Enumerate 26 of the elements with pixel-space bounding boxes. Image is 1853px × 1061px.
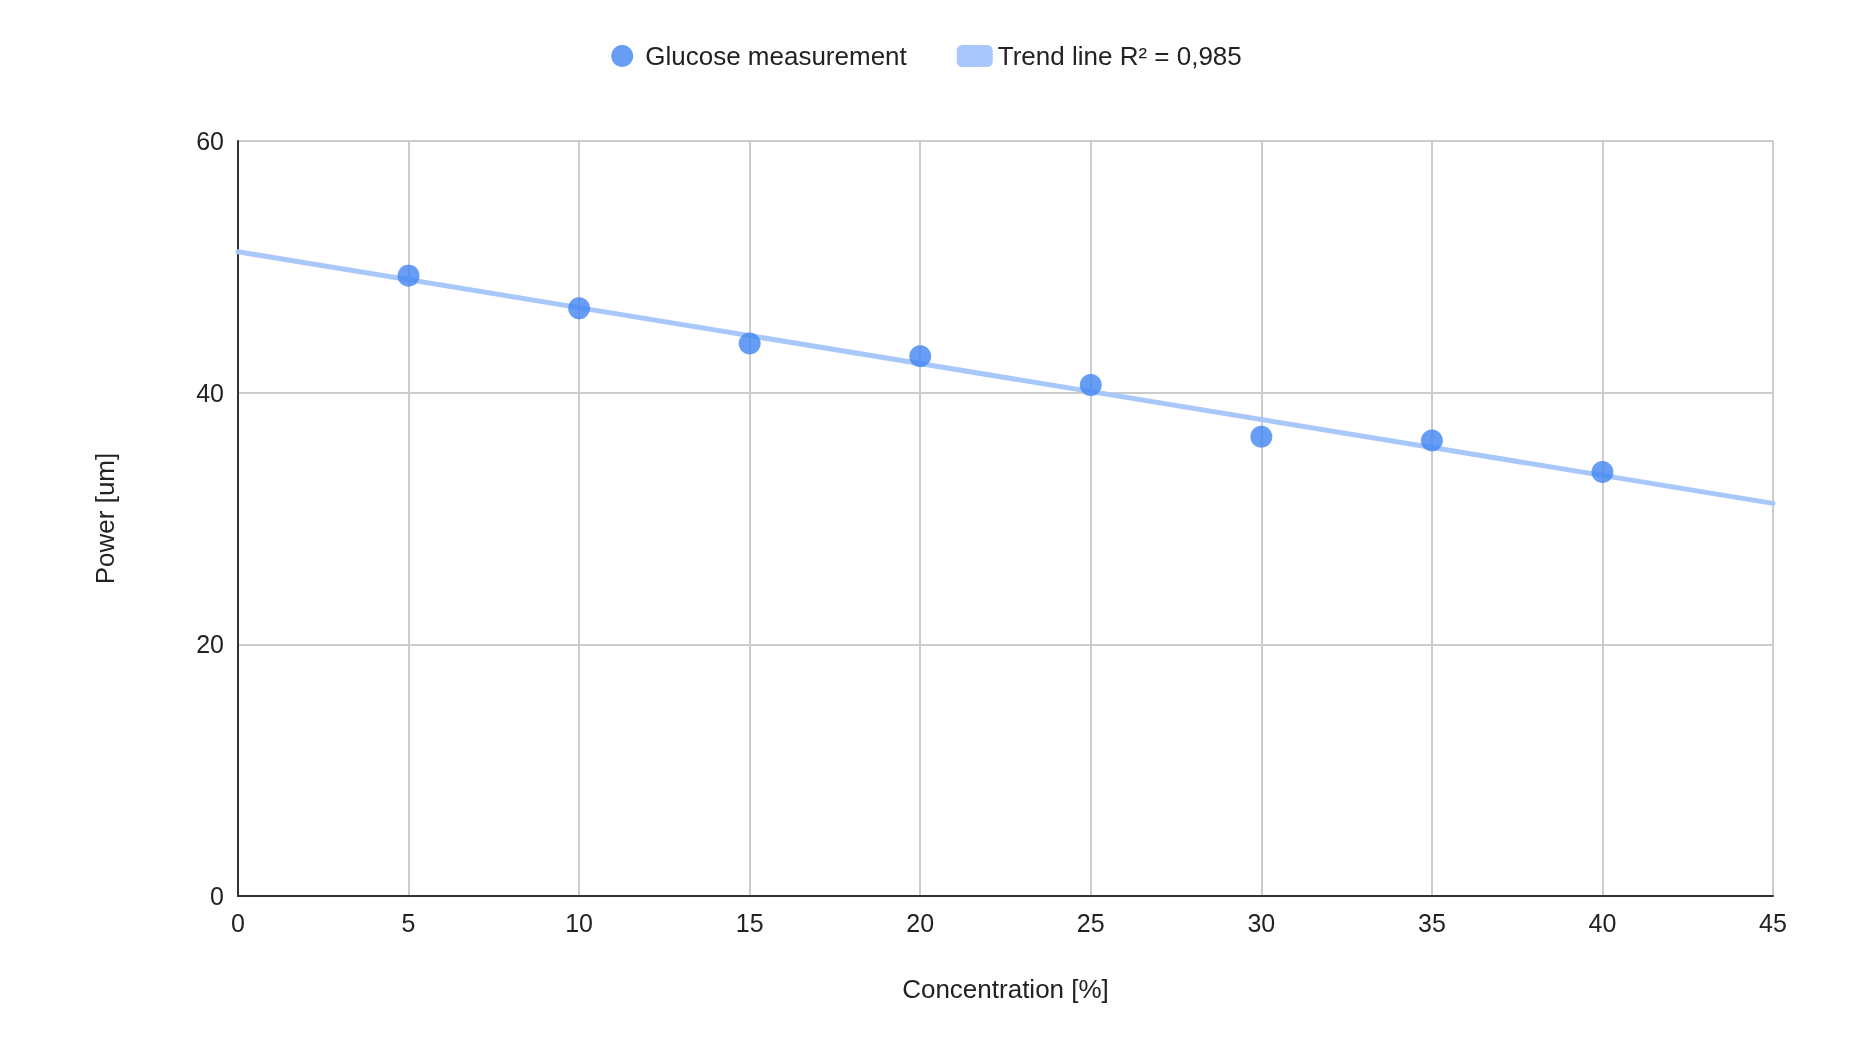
x-tick-label: 30 bbox=[1247, 908, 1276, 937]
point bbox=[909, 345, 932, 368]
x-tick-label: 0 bbox=[231, 908, 245, 937]
y-tick-label: 0 bbox=[210, 882, 224, 910]
x-tick-label: 20 bbox=[906, 908, 935, 937]
point bbox=[1420, 429, 1443, 452]
x-tick-label: 5 bbox=[401, 908, 416, 937]
point bbox=[568, 297, 591, 320]
point bbox=[1079, 374, 1102, 397]
y-tick-label: 20 bbox=[196, 630, 224, 659]
point bbox=[1591, 460, 1614, 483]
x-tick-label: 10 bbox=[565, 908, 594, 937]
y-tick-label: 60 bbox=[196, 127, 224, 155]
y-axis-title: Power [um] bbox=[90, 452, 120, 585]
x-tick-label: 45 bbox=[1759, 908, 1787, 937]
x-tick-label: 40 bbox=[1588, 908, 1617, 937]
y-tick-label: 40 bbox=[196, 378, 224, 407]
x-tick-label: 35 bbox=[1417, 908, 1446, 937]
x-axis-title: Concentration [%] bbox=[902, 974, 1109, 1004]
point bbox=[738, 332, 761, 355]
point bbox=[1250, 425, 1273, 448]
x-tick-label: 15 bbox=[735, 908, 764, 937]
x-tick-label: 25 bbox=[1076, 908, 1105, 937]
legend-label: Trend line R² = 0,985 bbox=[997, 41, 1242, 71]
point bbox=[397, 264, 420, 287]
legend-label: Glucose measurement bbox=[645, 41, 908, 71]
